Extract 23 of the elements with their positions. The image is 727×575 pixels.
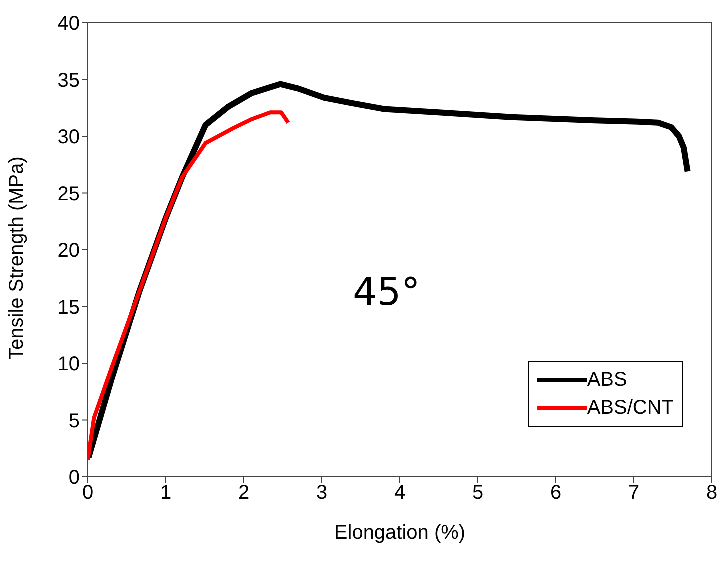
x-tick-label: 1 [160,482,172,504]
x-tick-label: 4 [394,482,406,504]
x-tick-label: 5 [472,482,484,504]
x-tick-label: 8 [706,482,718,504]
x-tick-label: 2 [238,482,250,504]
y-tick-label: 25 [58,183,80,206]
y-tick-label: 35 [58,70,80,92]
legend-label: ABS [587,368,628,393]
x-tick-label: 7 [628,482,640,504]
y-tick-label: 40 [58,13,80,36]
annotation: 45° [353,270,420,314]
x-axis-title: Elongation (%) [334,522,466,544]
legend-label: ABS/CNT [587,396,674,421]
x-tick-label: 6 [550,482,562,504]
y-axis-title: Tensile Strength (MPa) [6,156,28,360]
line-series [88,110,290,462]
x-tick-label: 3 [316,482,328,504]
y-tick-label: 0 [68,467,80,490]
y-tick-label: 30 [58,126,80,149]
y-tick-label: 5 [68,410,80,432]
y-tick-label: 20 [58,240,80,262]
y-tick-label: 10 [58,354,80,376]
y-tick-label: 15 [58,296,80,319]
